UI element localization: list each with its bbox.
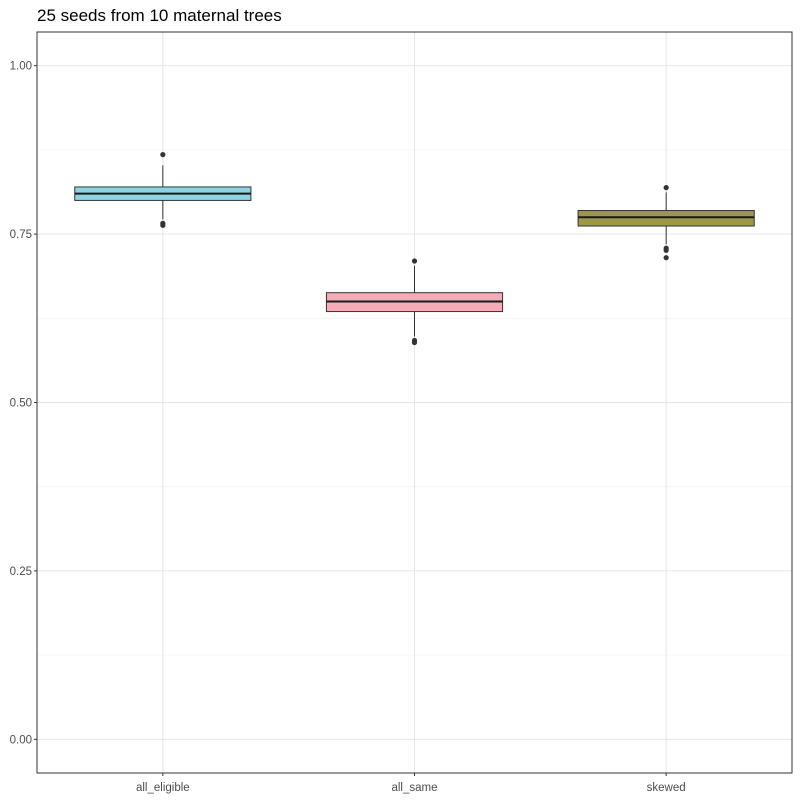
box-skewed	[577, 185, 755, 261]
y-tick-label: 0.25	[10, 566, 32, 578]
box-all_same	[325, 258, 504, 346]
x-axis: all_eligible all_same skewed	[136, 773, 686, 794]
y-axis: 0.00 0.25 0.50 0.75 1.00	[10, 61, 37, 746]
boxes	[74, 152, 755, 346]
outlier-point	[411, 339, 418, 346]
y-tick-label: 0.50	[10, 398, 32, 410]
chart-title: 25 seeds from 10 maternal trees	[37, 6, 282, 25]
outlier-point	[663, 247, 669, 253]
outlier-point	[411, 258, 418, 264]
y-tick-label: 0.75	[10, 229, 32, 241]
x-tick-label: all_eligible	[136, 782, 190, 794]
x-tick-label: skewed	[647, 782, 686, 794]
x-tick-label: all_same	[391, 782, 437, 794]
box-all_eligible	[74, 152, 252, 228]
outlier-point	[160, 152, 166, 158]
outlier-point	[663, 185, 669, 191]
outlier-point	[160, 222, 166, 228]
outlier-point	[663, 255, 669, 261]
y-tick-label: 1.00	[10, 61, 32, 73]
box-iqr	[577, 210, 755, 227]
y-tick-label: 0.00	[10, 734, 32, 746]
